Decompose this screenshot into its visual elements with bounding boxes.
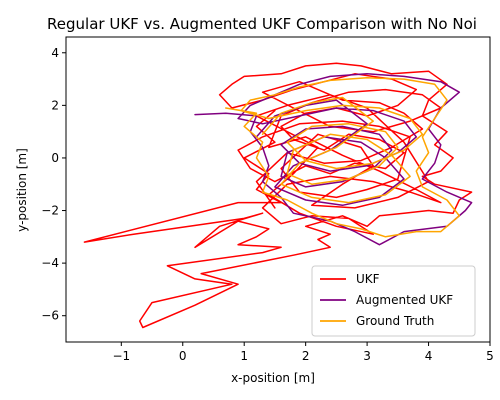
x-tick-label: −1 bbox=[112, 349, 130, 363]
series-line-1 bbox=[194, 73, 473, 246]
x-axis: −1 0 1 2 3 4 5 bbox=[112, 342, 494, 363]
series-line-2 bbox=[225, 77, 461, 238]
legend-label-2: Ground Truth bbox=[356, 314, 434, 328]
x-tick-label: 1 bbox=[240, 349, 248, 363]
y-tick-label: 2 bbox=[51, 98, 59, 112]
x-axis-label: x-position [m] bbox=[231, 371, 315, 385]
y-tick-label: −6 bbox=[41, 309, 59, 323]
legend-label-1: Augmented UKF bbox=[356, 293, 453, 307]
series-layer bbox=[83, 62, 473, 329]
chart-title: Regular UKF vs. Augmented UKF Comparison… bbox=[47, 15, 477, 33]
x-tick-label: 2 bbox=[302, 349, 310, 363]
x-tick-label: 4 bbox=[425, 349, 433, 363]
y-tick-label: −2 bbox=[41, 204, 59, 218]
x-tick-label: 0 bbox=[179, 349, 187, 363]
legend-label-0: UKF bbox=[356, 272, 380, 286]
plot-frame bbox=[65, 36, 491, 343]
y-axis: −6 −4 −2 0 2 4 bbox=[41, 46, 66, 323]
legend-box bbox=[311, 265, 476, 337]
y-axis-label: y-position [m] bbox=[15, 148, 29, 232]
y-tick-label: −4 bbox=[41, 256, 59, 270]
y-tick-label: 4 bbox=[51, 46, 59, 60]
x-tick-label: 3 bbox=[363, 349, 371, 363]
legend: UKF Augmented UKF Ground Truth bbox=[311, 265, 476, 337]
x-tick-label: 5 bbox=[486, 349, 494, 363]
y-tick-label: 0 bbox=[51, 151, 59, 165]
